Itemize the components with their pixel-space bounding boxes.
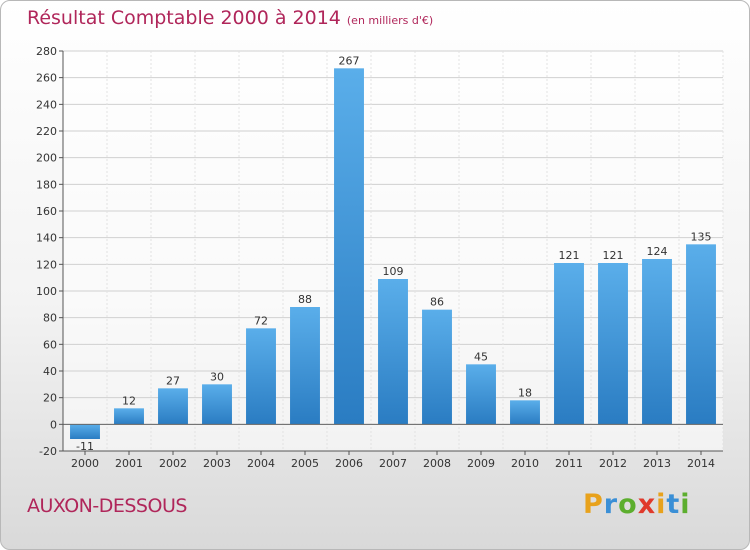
x-tick-label: 2004 <box>247 457 275 470</box>
data-label-2007: 109 <box>383 265 404 278</box>
y-tick-label: 220 <box>36 125 57 138</box>
x-tick-label: 2007 <box>379 457 407 470</box>
x-tick-label: 2013 <box>643 457 671 470</box>
data-label-2008: 86 <box>430 296 444 309</box>
data-label-2009: 45 <box>474 350 488 363</box>
bar-2009 <box>466 364 496 425</box>
x-tick-label: 2010 <box>511 457 539 470</box>
logo-letter: o <box>618 489 638 520</box>
proxiti-logo: Proxiti <box>583 489 691 520</box>
x-tick-label: 2000 <box>71 457 99 470</box>
data-label-2002: 27 <box>166 374 180 387</box>
bar-2000 <box>70 424 100 439</box>
y-tick-label: 160 <box>36 205 57 218</box>
bar-2007 <box>378 279 408 425</box>
data-label-2014: 135 <box>691 230 712 243</box>
bar-2008 <box>422 309 452 425</box>
data-label-2003: 30 <box>210 370 224 383</box>
x-tick-label: 2009 <box>467 457 495 470</box>
data-label-2001: 12 <box>122 394 136 407</box>
y-tick-label: 120 <box>36 258 57 271</box>
data-label-2011: 121 <box>559 249 580 262</box>
bar-2014 <box>686 244 716 425</box>
chart-title: Résultat Comptable 2000 à 2014 (en millie… <box>27 7 433 29</box>
bar-2010 <box>510 400 540 425</box>
data-label-2005: 88 <box>298 293 312 306</box>
logo-letter: r <box>603 489 619 520</box>
y-tick-label: 0 <box>50 418 57 431</box>
x-tick-label: 2008 <box>423 457 451 470</box>
y-tick-label: 20 <box>43 392 57 405</box>
commune-name: AUXON-DESSOUS <box>27 495 187 517</box>
y-tick-label: 280 <box>36 45 57 58</box>
data-label-2006: 267 <box>339 54 360 67</box>
chart-subtitle: (en milliers d'€) <box>346 14 434 27</box>
bar-2013 <box>642 259 672 425</box>
x-tick-label: 2003 <box>203 457 231 470</box>
bar-2001 <box>114 408 144 425</box>
logo-letter: P <box>583 489 604 520</box>
bar-2003 <box>202 384 232 425</box>
logo-letter: x <box>637 489 657 520</box>
data-label-2004: 72 <box>254 314 268 327</box>
x-tick-label: 2005 <box>291 457 319 470</box>
data-label-2013: 124 <box>647 245 668 258</box>
y-tick-label: 80 <box>43 312 57 325</box>
chart-title-text: Résultat Comptable 2000 à 2014 <box>27 7 341 29</box>
x-tick-label: 2006 <box>335 457 363 470</box>
y-tick-label: 200 <box>36 152 57 165</box>
x-tick-label: 2011 <box>555 457 583 470</box>
x-tick-label: 2012 <box>599 457 627 470</box>
y-tick-label: 100 <box>36 285 57 298</box>
data-label-2000: -11 <box>76 440 94 453</box>
bar-2012 <box>598 263 628 425</box>
x-tick-label: 2014 <box>687 457 715 470</box>
data-label-2010: 18 <box>518 386 532 399</box>
y-tick-label: -20 <box>39 445 57 458</box>
bar-2006 <box>334 68 364 425</box>
bar-2005 <box>290 307 320 425</box>
x-tick-label: 2001 <box>115 457 143 470</box>
data-label-2012: 121 <box>603 249 624 262</box>
y-tick-label: 260 <box>36 72 57 85</box>
axes: -20 0 20 40 60 80 100 120 140 160 180 200 220 240 260 2… <box>36 45 723 470</box>
y-tick-label: 140 <box>36 232 57 245</box>
y-tick-label: 180 <box>36 178 57 191</box>
bar-2011 <box>554 263 584 425</box>
logo-letter: t <box>666 489 681 520</box>
y-tick-label: 60 <box>43 338 57 351</box>
x-tick-label: 2002 <box>159 457 187 470</box>
bar-2004 <box>246 328 276 425</box>
y-tick-label: 240 <box>36 98 57 111</box>
y-tick-label: 40 <box>43 365 57 378</box>
bars: -11 12 27 30 72 88 267 109 86 45 18 121 121 124 135 <box>70 54 716 453</box>
bar-2002 <box>158 388 188 425</box>
logo-letter: i <box>656 489 667 520</box>
logo-letter: i <box>680 489 691 520</box>
